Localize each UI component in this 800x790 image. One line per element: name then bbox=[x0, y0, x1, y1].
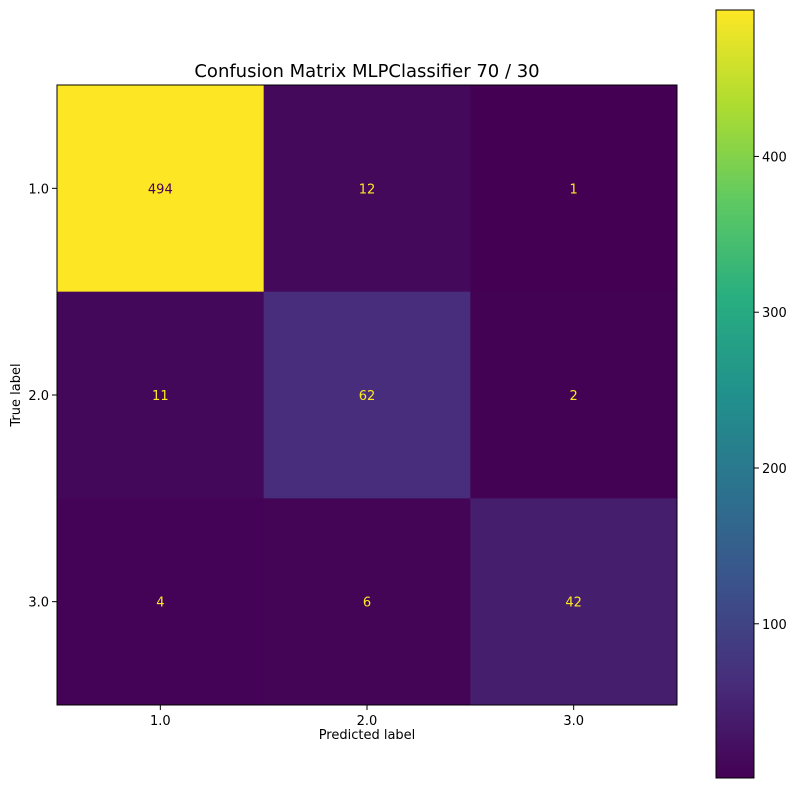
matrix-cell bbox=[57, 85, 265, 293]
matrix-cells bbox=[57, 85, 678, 706]
matrix-cell bbox=[263, 498, 471, 706]
colorbar-tick-label: 300 bbox=[762, 306, 787, 321]
cell-value-label: 2 bbox=[570, 389, 578, 404]
chart-title: Confusion Matrix MLPClassifier 70 / 30 bbox=[194, 61, 539, 82]
y-tick-label: 1.0 bbox=[28, 182, 49, 197]
x-axis-ticks: 1.0 2.0 3.0 bbox=[150, 705, 584, 729]
cell-value-label: 6 bbox=[363, 596, 371, 611]
cell-value-label: 62 bbox=[359, 389, 376, 404]
matrix-cell-labels: 494 12 111 62 24 6 42 bbox=[148, 182, 582, 610]
x-tick-label: 1.0 bbox=[150, 714, 171, 729]
matrix-cell bbox=[470, 498, 678, 706]
colorbar-tick-label: 100 bbox=[762, 618, 787, 633]
matrix-cell bbox=[470, 85, 678, 293]
y-tick-label: 2.0 bbox=[28, 389, 49, 404]
colorbar bbox=[715, 9, 755, 779]
colorbar-ticks: 100 200 300 400 bbox=[754, 150, 787, 633]
colorbar-tick-label: 200 bbox=[762, 462, 787, 477]
cell-value-label: 1 bbox=[570, 182, 578, 197]
matrix-cell bbox=[57, 291, 265, 499]
cell-value-label: 11 bbox=[152, 389, 169, 404]
cell-value-label: 494 bbox=[148, 182, 173, 197]
cell-value-label: 4 bbox=[156, 596, 164, 611]
x-tick-label: 3.0 bbox=[563, 714, 584, 729]
x-tick-label: 2.0 bbox=[357, 714, 378, 729]
matrix-cell bbox=[263, 291, 471, 499]
y-tick-label: 3.0 bbox=[28, 596, 49, 611]
colorbar-tick-label: 400 bbox=[762, 150, 787, 165]
cell-value-label: 42 bbox=[565, 596, 582, 611]
matrix-cell bbox=[57, 498, 265, 706]
matrix-cell bbox=[263, 85, 471, 293]
matrix-cell bbox=[470, 291, 678, 499]
x-axis-label: Predicted label bbox=[319, 728, 416, 743]
y-axis-label: True label bbox=[9, 363, 24, 427]
cell-value-label: 12 bbox=[359, 182, 376, 197]
y-axis-ticks: 1.0 2.0 3.0 bbox=[28, 182, 57, 611]
